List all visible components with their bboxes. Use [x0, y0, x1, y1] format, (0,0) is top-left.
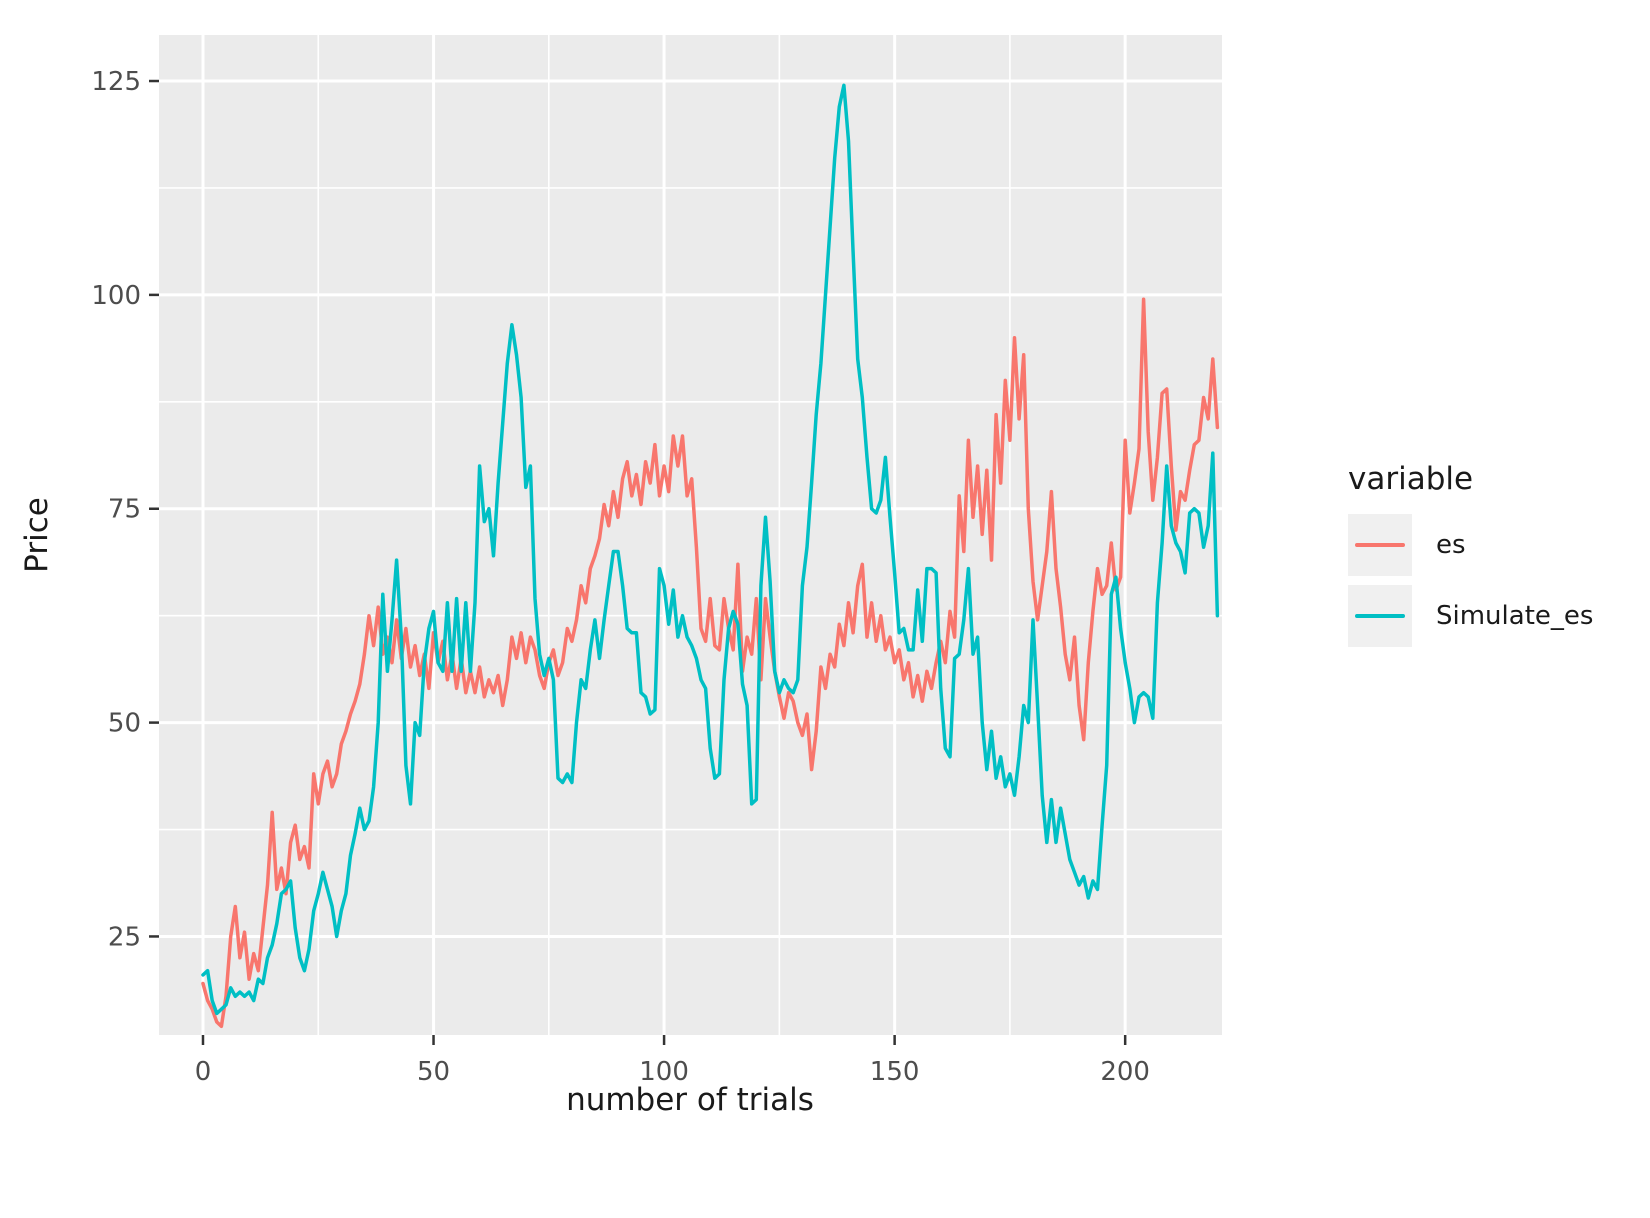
series-line-simulate-es [201, 83, 1220, 1016]
legend-item-label: es [1436, 530, 1466, 561]
x-axis-title: number of trials [566, 1082, 814, 1118]
legend-item-simulate-es: Simulate_es [1348, 585, 1594, 648]
plot-panel [159, 35, 1222, 1035]
legend-key-simulate-es [1348, 585, 1412, 648]
legend-key-line-icon [1355, 614, 1405, 619]
series-line-es [201, 297, 1220, 1029]
axis-tick-labels: 0 50 100 150 200 25 50 75 100 125 [91, 67, 1150, 1087]
axis-ticks [149, 79, 1127, 1045]
y-tick-label: 25 [108, 922, 141, 952]
x-tick-label: 200 [1100, 1057, 1150, 1087]
legend-key-es [1348, 514, 1412, 577]
legend-title: variable [1348, 461, 1474, 497]
x-tick-label: 50 [417, 1057, 450, 1087]
legend: variable es Simulate_es [1348, 462, 1593, 656]
legend-key-line-icon [1355, 543, 1405, 548]
y-tick-label: 125 [91, 67, 141, 97]
y-tick-label: 100 [91, 281, 141, 311]
x-tick-label: 0 [195, 1057, 212, 1087]
gridlines [159, 35, 1222, 1045]
y-axis-title: Price [19, 497, 55, 573]
y-tick-label: 50 [108, 709, 141, 739]
y-tick-label: 75 [108, 495, 141, 525]
legend-item-es: es [1348, 514, 1593, 577]
legend-item-label: Simulate_es [1436, 601, 1594, 632]
x-tick-label: 100 [639, 1057, 689, 1087]
panel-background [159, 35, 1222, 1035]
series-lines [201, 83, 1220, 1029]
x-tick-label: 150 [870, 1057, 920, 1087]
